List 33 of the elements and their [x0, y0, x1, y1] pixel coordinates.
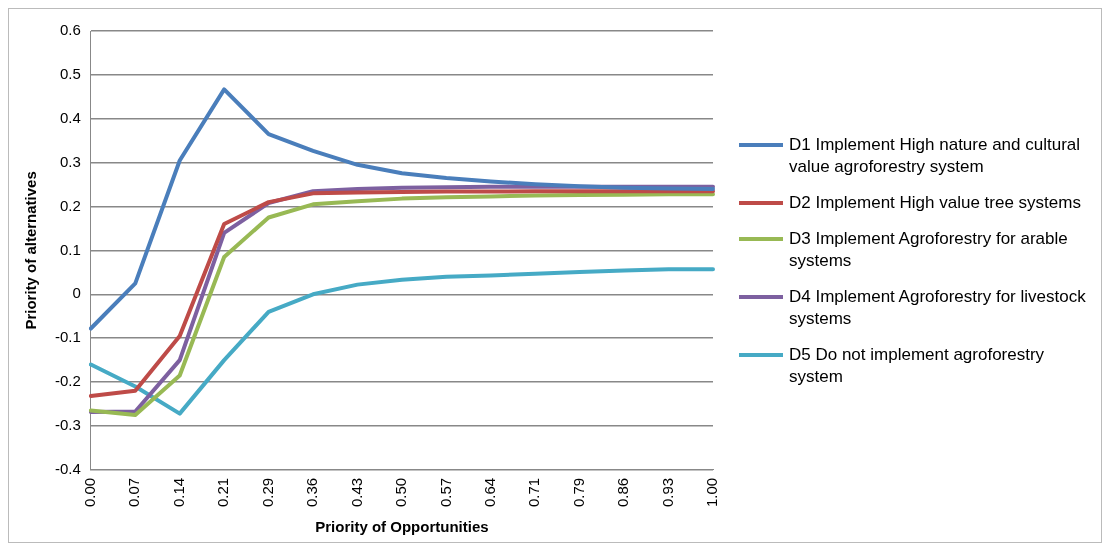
legend-label: D2 Implement High value tree systems: [789, 192, 1081, 214]
legend-label: D4 Implement Agroforestry for livestock systems: [789, 286, 1087, 330]
x-tick-label: 0.57: [436, 477, 454, 508]
y-axis-title: Priority of alternatives: [22, 171, 40, 330]
x-tick-label: 1.00: [703, 477, 721, 508]
y-tick-label: -0.4: [54, 459, 81, 477]
y-tick-label: 0.2: [59, 196, 81, 214]
y-tick-label: -0.2: [54, 372, 81, 390]
legend-label: D5 Do not implement agroforestry system: [789, 344, 1046, 388]
y-tick-label: -0.3: [54, 416, 81, 434]
x-tick-label: 0.29: [258, 477, 276, 508]
x-tick-label: 0.14: [169, 477, 187, 508]
x-tick-label: 0.21: [214, 477, 232, 508]
x-tick-label: 0.07: [125, 477, 143, 508]
x-tick-label: 0.36: [303, 477, 321, 508]
x-tick-label: 0.00: [80, 477, 98, 508]
x-axis-title: Priority of Opportunities: [315, 518, 489, 536]
x-tick-label: 0.64: [480, 477, 498, 508]
x-tick-label: 0.79: [569, 477, 587, 508]
y-tick-label: 0: [72, 284, 81, 302]
legend-label: D1 Implement High nature and cultural value agroforestry system: [789, 134, 1082, 178]
y-tick-label: -0.1: [54, 328, 81, 346]
y-tick-label: 0.3: [59, 152, 81, 170]
y-tick-label: 0.5: [59, 65, 81, 83]
x-tick-label: 0.50: [392, 477, 410, 508]
legend-label: D3 Implement Agroforestry for arable systems: [789, 228, 1069, 272]
x-tick-label: 0.43: [347, 477, 365, 508]
x-tick-label: 0.93: [658, 477, 676, 508]
y-tick-label: 0.6: [59, 21, 81, 39]
y-tick-label: 0.4: [59, 108, 81, 126]
y-tick-label: 0.1: [59, 240, 81, 258]
x-tick-label: 0.86: [614, 477, 632, 508]
x-tick-label: 0.71: [525, 477, 543, 508]
